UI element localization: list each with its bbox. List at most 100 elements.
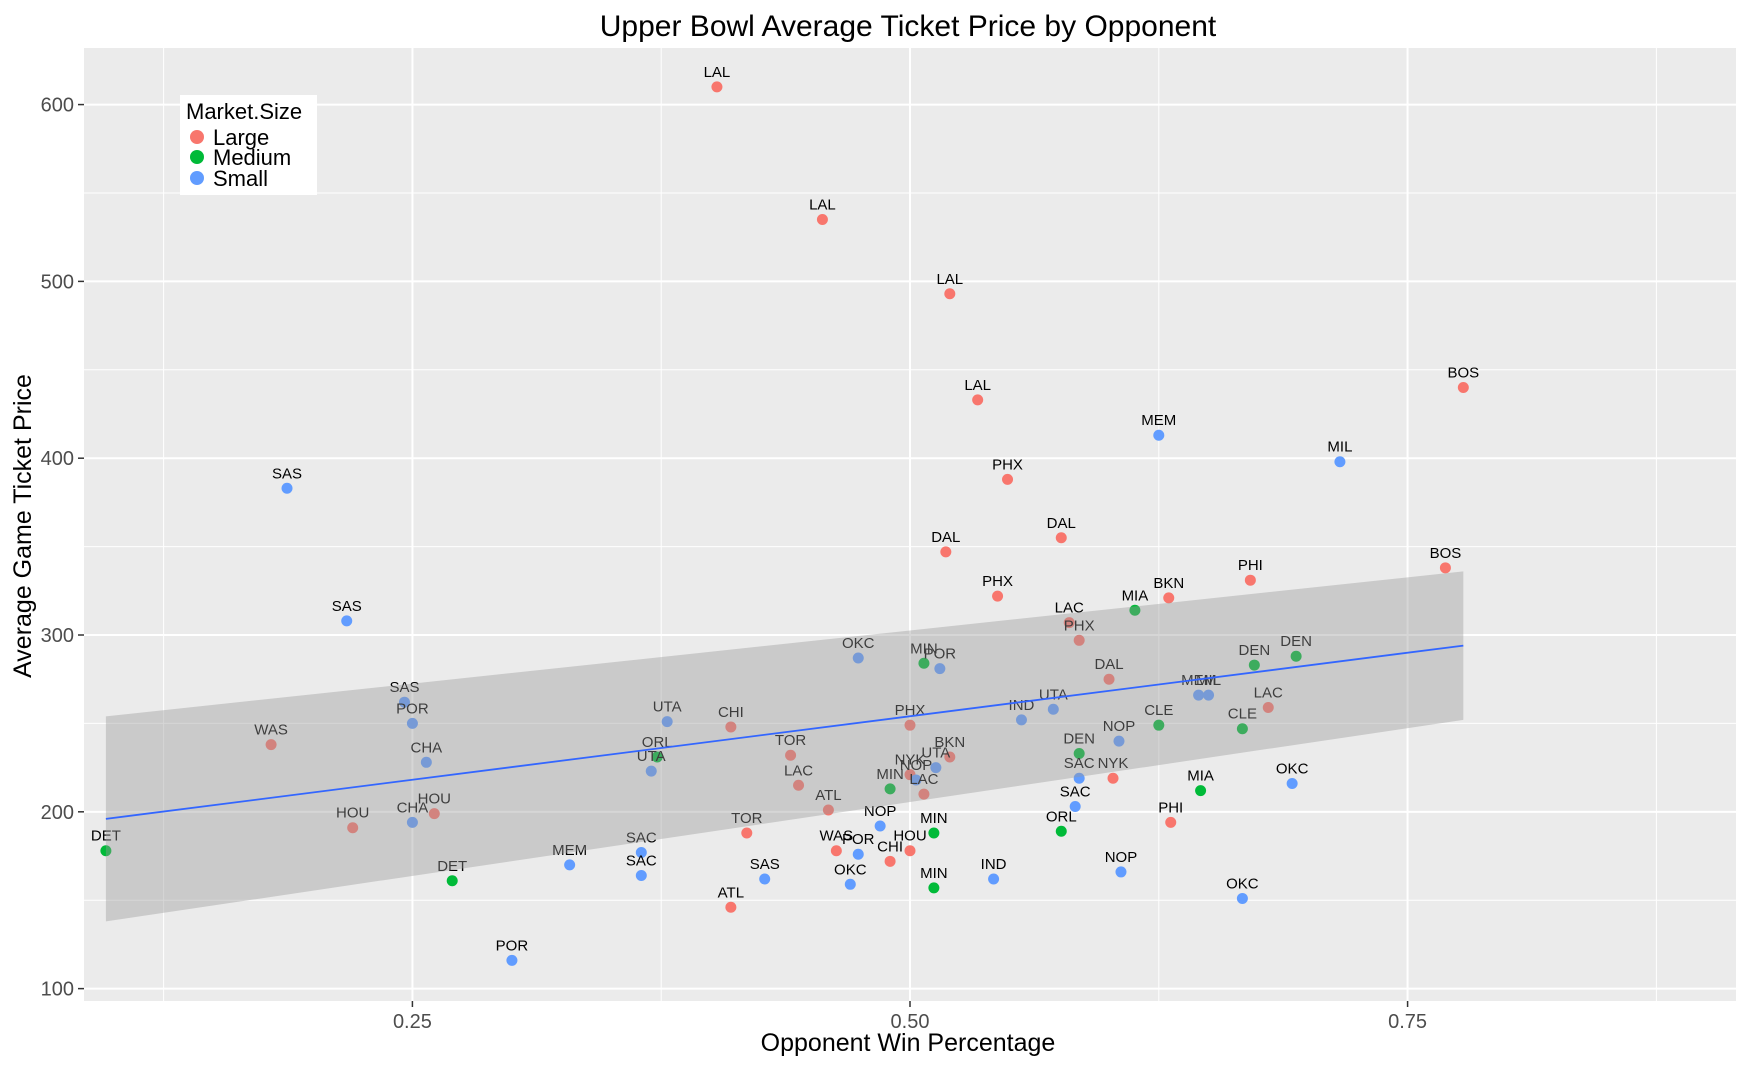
data-point-label: MIL xyxy=(1327,439,1352,456)
data-point xyxy=(944,288,956,300)
y-tick-label: 200 xyxy=(41,802,74,824)
chart-title: Upper Bowl Average Ticket Price by Oppon… xyxy=(600,10,1217,43)
data-point-label: LAC xyxy=(909,771,938,788)
data-point-label: OKC xyxy=(1276,761,1309,778)
data-point xyxy=(100,845,112,857)
data-point xyxy=(347,822,359,834)
data-point xyxy=(844,878,856,890)
data-point xyxy=(1193,689,1205,701)
data-point xyxy=(1063,617,1075,629)
data-point-label: MEM xyxy=(552,842,587,859)
data-point-label: SAC xyxy=(1060,784,1091,801)
data-point-label: OKC xyxy=(842,635,875,652)
y-tick-label: 100 xyxy=(41,979,74,1001)
data-point xyxy=(918,657,930,669)
legend-key-medium xyxy=(190,150,204,164)
data-point xyxy=(874,820,886,832)
data-point xyxy=(564,859,576,871)
data-point xyxy=(420,756,432,768)
data-point xyxy=(635,869,647,881)
data-point-label: SAS xyxy=(272,465,302,482)
data-point xyxy=(1236,892,1248,904)
data-point-label: UTA xyxy=(637,748,666,765)
data-point-label: NOP xyxy=(900,757,933,774)
data-point xyxy=(635,846,647,858)
y-axis-title: Average Game Ticket Price xyxy=(9,374,37,678)
confidence-band xyxy=(105,571,1464,922)
data-point xyxy=(884,855,896,867)
data-point xyxy=(793,779,805,791)
y-axis-ticks: 100 200 300 400 500 600 xyxy=(41,95,84,1001)
data-point xyxy=(822,804,834,816)
data-point xyxy=(725,901,737,913)
data-point-label: MEM xyxy=(1181,672,1216,689)
data-point xyxy=(506,954,518,966)
data-point xyxy=(1290,650,1302,662)
data-point xyxy=(928,882,940,894)
data-point-label: CLE xyxy=(1228,706,1257,723)
data-point xyxy=(645,765,657,777)
data-point xyxy=(910,774,922,786)
data-point-label: LAC xyxy=(1055,600,1084,617)
data-point-label: MIL xyxy=(1196,672,1221,689)
data-point xyxy=(1236,723,1248,735)
y-tick-label: 400 xyxy=(41,448,74,470)
data-point-label: ATL xyxy=(718,884,744,901)
legend-label-medium: Medium xyxy=(213,145,291,170)
data-point xyxy=(830,845,842,857)
point-labels-layer: LALLALLALLALBOSBOSMEMMILPHXSASDALDALPHIP… xyxy=(91,64,1479,954)
data-point-label: TOR xyxy=(731,810,763,827)
data-point xyxy=(918,788,930,800)
trend-line xyxy=(105,644,1464,820)
data-point-label: MIN xyxy=(920,865,948,882)
data-point-label: CHA xyxy=(397,799,429,816)
data-point-label: BOS xyxy=(1430,545,1462,562)
data-point xyxy=(661,716,673,728)
data-point-label: DAL xyxy=(1094,656,1123,673)
data-point-label: LAL xyxy=(809,197,836,214)
data-point-label: NOP xyxy=(1105,849,1138,866)
data-point-label: BOS xyxy=(1447,364,1479,381)
data-point xyxy=(1047,703,1059,715)
data-point xyxy=(741,827,753,839)
data-point xyxy=(446,875,458,887)
data-point-label: MIN xyxy=(920,810,948,827)
x-tick-label: 0.50 xyxy=(891,1011,930,1033)
data-point-label: MIA xyxy=(1122,587,1149,604)
data-point xyxy=(398,696,410,708)
data-point-label: PHX xyxy=(1064,617,1095,634)
data-point xyxy=(928,827,940,839)
data-point-label: LAC xyxy=(784,762,813,779)
data-point-label: LAL xyxy=(936,271,963,288)
data-point-label: DEN xyxy=(1238,642,1270,659)
data-point xyxy=(1203,689,1215,701)
data-point-label: MIN xyxy=(910,640,938,657)
data-point-label: WAS xyxy=(254,722,288,739)
data-point xyxy=(1153,719,1165,731)
data-point-label: UTA xyxy=(921,745,950,762)
data-point xyxy=(406,816,418,828)
data-point xyxy=(816,214,828,226)
data-point-label: HOU xyxy=(893,828,926,845)
data-point-label: HOU xyxy=(336,805,369,822)
data-point xyxy=(725,721,737,733)
data-point xyxy=(1103,673,1115,685)
data-point-label: MEM xyxy=(1141,412,1176,429)
data-point-label: NYK xyxy=(895,752,926,769)
data-point xyxy=(1107,772,1119,784)
x-tick-label: 0.25 xyxy=(393,1011,432,1033)
data-point xyxy=(1129,604,1141,616)
data-point xyxy=(988,873,1000,885)
data-point-label: MIA xyxy=(1187,768,1214,785)
data-point-label: DET xyxy=(91,828,121,845)
data-point-label: CLE xyxy=(1144,702,1173,719)
data-point-label: NOP xyxy=(1103,718,1136,735)
points-layer xyxy=(100,81,1469,966)
data-point xyxy=(1073,634,1085,646)
data-point-label: DAL xyxy=(931,529,960,546)
data-point xyxy=(341,615,353,627)
data-point-label: SAS xyxy=(750,856,780,873)
data-point xyxy=(711,81,723,93)
data-point-label: NOP xyxy=(864,803,897,820)
